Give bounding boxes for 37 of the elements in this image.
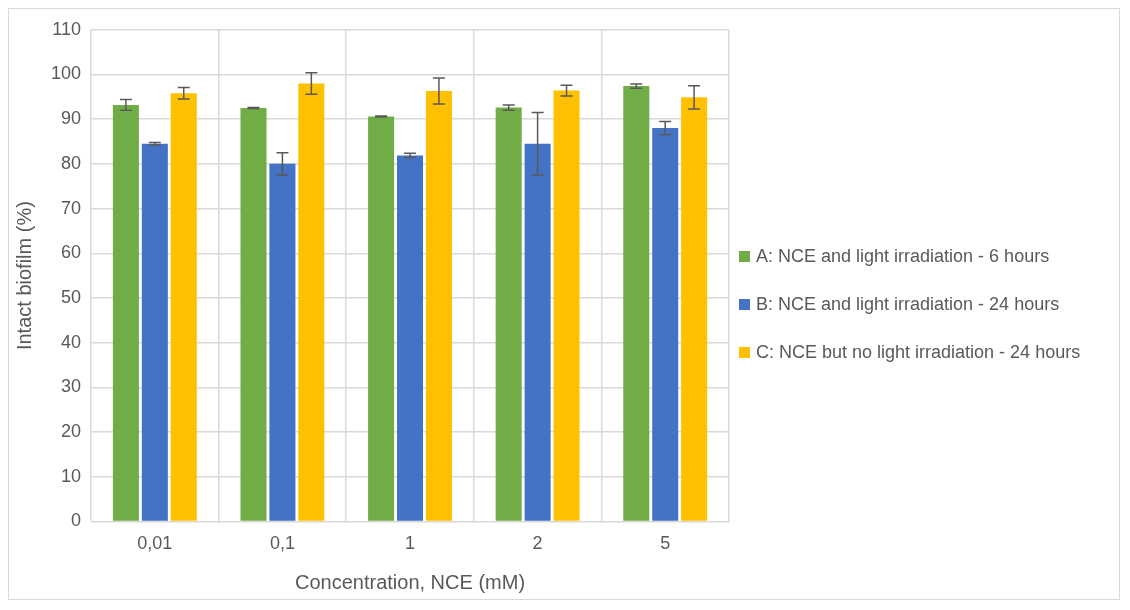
bar — [298, 83, 325, 521]
y-tick-label: 0 — [71, 510, 82, 531]
y-tick-label: 100 — [50, 63, 82, 84]
bar — [141, 143, 168, 521]
bar — [397, 155, 424, 521]
bar — [652, 128, 679, 521]
bar — [368, 116, 395, 521]
legend-label: B: NCE and light irradiation - 24 hours — [756, 293, 1060, 316]
bar — [425, 91, 452, 521]
y-tick-label: 110 — [52, 18, 82, 39]
bar — [681, 97, 708, 521]
y-tick-label: 50 — [61, 286, 82, 307]
x-tick-label: 0,1 — [269, 533, 295, 554]
y-tick-label: 90 — [61, 108, 82, 129]
y-tick-label: 80 — [61, 152, 82, 173]
x-tick-label: 5 — [660, 533, 671, 554]
legend-label: A: NCE and light irradiation - 6 hours — [756, 245, 1050, 268]
x-tick-label: 0,01 — [137, 533, 173, 554]
y-tick-label: 20 — [61, 420, 82, 441]
x-tick-label: 1 — [405, 533, 416, 554]
bar — [524, 143, 551, 521]
y-tick-label: 30 — [61, 376, 82, 397]
x-tick-label: 2 — [532, 533, 543, 554]
bar — [269, 163, 296, 521]
bar — [623, 86, 650, 521]
y-tick-label: 70 — [61, 197, 82, 218]
bar — [170, 93, 197, 521]
bar — [112, 104, 139, 521]
y-tick-label: 40 — [61, 331, 82, 352]
y-tick-label: 10 — [61, 465, 82, 486]
bar — [553, 90, 580, 521]
bar — [240, 108, 267, 521]
bar — [495, 107, 522, 521]
x-axis-title: Concentration, NCE (mM) — [294, 570, 526, 593]
y-axis-title: Intact biofilm (%) — [12, 201, 35, 351]
y-tick-label: 60 — [61, 242, 82, 263]
legend-label: C: NCE but no light irradiation - 24 hours — [756, 341, 1081, 364]
